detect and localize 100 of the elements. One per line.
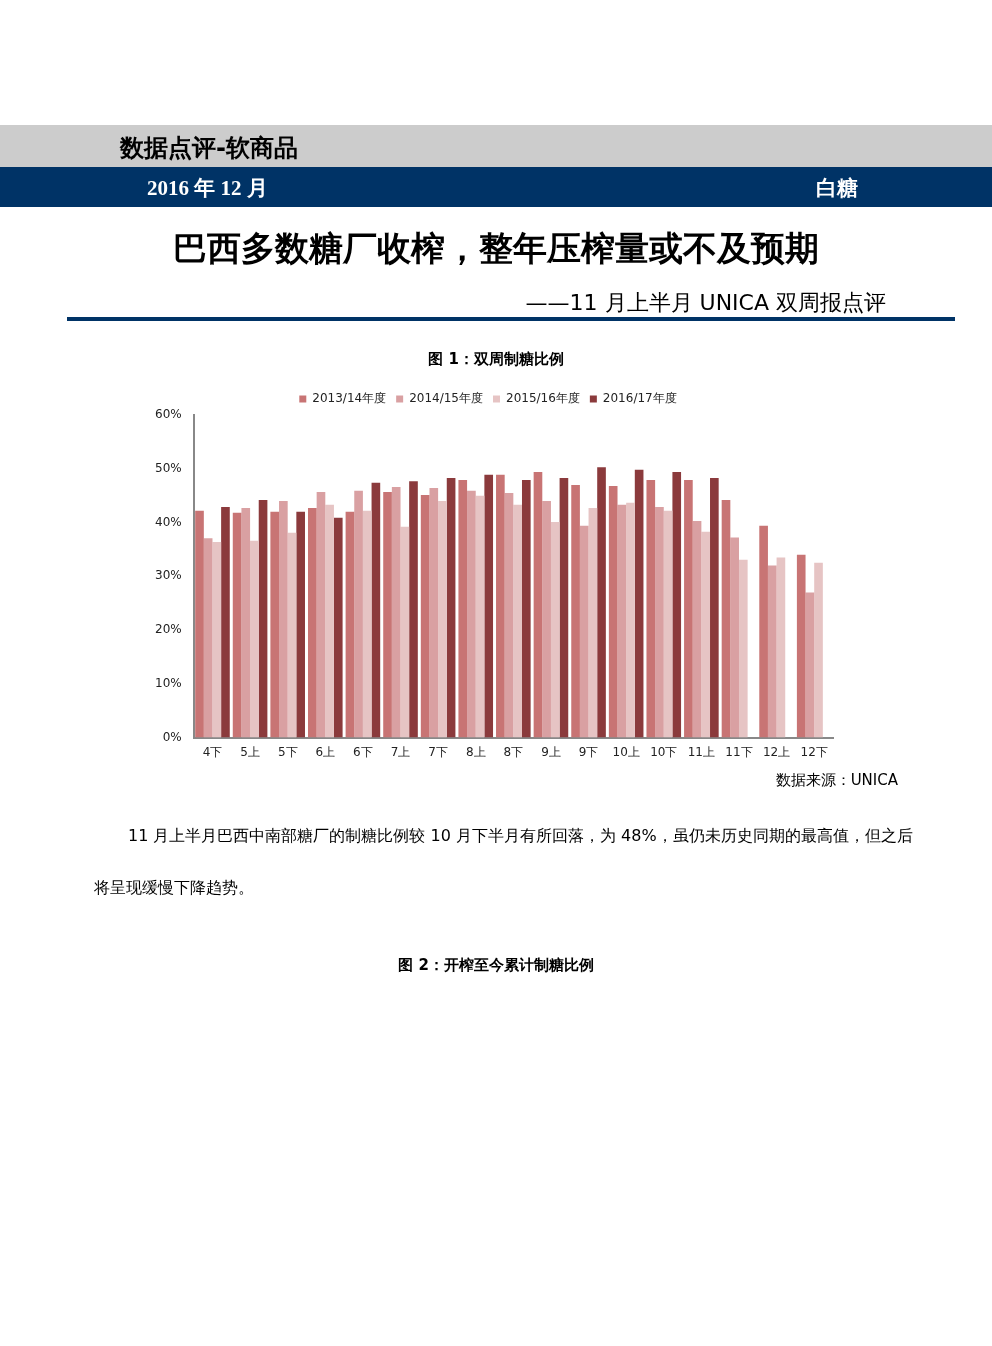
legend-label: 2014/15年度: [409, 391, 484, 406]
x-tick-label: 12下: [800, 744, 828, 759]
bar: [279, 501, 288, 738]
bar: [571, 484, 580, 738]
y-tick-label: 20%: [155, 622, 182, 637]
x-tick-label: 4下: [202, 744, 223, 759]
bar: [429, 488, 439, 738]
bar: [767, 565, 777, 738]
bar: [484, 474, 494, 738]
bar: [258, 499, 268, 738]
bar: [467, 490, 476, 738]
bar: [446, 477, 456, 738]
bar: [721, 499, 731, 738]
bar: [241, 508, 251, 738]
bar: [333, 517, 343, 738]
bar: [597, 467, 606, 738]
bar: [626, 502, 635, 738]
bar: [232, 512, 242, 738]
bar: [655, 506, 664, 738]
legend-label: 2013/14年度: [312, 391, 387, 406]
x-tick-label: 6上: [315, 744, 336, 759]
y-tick-label: 30%: [155, 568, 182, 583]
text: 2016 年 12 月: [147, 175, 268, 202]
bar: [400, 526, 410, 738]
x-tick-label: 11下: [725, 744, 753, 759]
x-tick-label: 5下: [277, 744, 298, 759]
bar: [475, 495, 485, 738]
bar: [296, 511, 305, 738]
text: 11 月上半月巴西中南部糖厂的制糖比例较 10 月下半月有所回落，为 48%，虽仍未历史同期的最高值，但之后将呈现缓慢下降趋势。: [94, 826, 913, 897]
x-tick-label: 7上: [390, 744, 411, 759]
x-tick-label: 10上: [612, 744, 640, 759]
bar: [608, 485, 618, 738]
bar: [805, 592, 815, 738]
bar: [796, 554, 806, 738]
x-tick-label: 11上: [687, 744, 716, 759]
x-tick-label: 9下: [578, 744, 599, 759]
bar: [250, 540, 259, 738]
bar: [776, 557, 786, 738]
x-tick-label: 7下: [428, 744, 448, 759]
y-tick-label: 60%: [155, 407, 182, 422]
bar: [391, 487, 401, 738]
y-tick-label: 0%: [162, 729, 182, 744]
bar: [701, 531, 711, 738]
bar: [504, 492, 514, 738]
bar: [270, 511, 280, 738]
bar: [354, 490, 363, 738]
x-tick-label: 12上: [762, 744, 791, 759]
bar: [617, 504, 627, 738]
y-tick-label: 10%: [155, 675, 182, 690]
bar: [287, 532, 297, 738]
bar: [692, 520, 702, 738]
bar: [730, 537, 739, 738]
bar: [513, 504, 522, 738]
bar: [646, 480, 656, 738]
caption: 图 2：开榨至今累计制糖比例: [397, 956, 595, 975]
bar: [759, 525, 768, 738]
bar: [684, 480, 693, 738]
x-tick-label: 8下: [503, 744, 524, 759]
legend-label: 2016/17年度: [602, 391, 677, 406]
bar: [221, 506, 230, 738]
bar: [588, 508, 598, 738]
source-note: 数据来源：UNICA: [775, 771, 898, 790]
bar: [371, 482, 381, 738]
bar: [203, 538, 213, 738]
bar: [663, 510, 673, 738]
bar: [438, 501, 447, 738]
text: 巴西多数糖厂收榨，整年压榨量或不及预期: [172, 227, 820, 270]
x-tick-label: 6下: [353, 744, 373, 759]
bar: [559, 477, 569, 738]
bar: [814, 562, 823, 738]
bar: [420, 495, 430, 738]
bar: [710, 477, 719, 738]
text: 白糖: [816, 175, 858, 202]
bar: [325, 504, 334, 738]
bar: [409, 481, 418, 738]
bar: [496, 474, 505, 738]
y-tick-label: 40%: [155, 514, 182, 529]
text: ——11 月上半月 UNICA 双周报点评: [525, 289, 886, 317]
bar: [738, 559, 748, 738]
legend-label: 2015/16年度: [506, 391, 580, 406]
bar: [672, 471, 682, 738]
x-tick-label: 9上: [541, 744, 561, 759]
bar: [458, 480, 468, 738]
bar: [579, 525, 589, 738]
x-tick-label: 5上: [240, 744, 260, 759]
bar: [542, 501, 551, 738]
bar: [550, 522, 560, 738]
bar: [345, 511, 355, 738]
bar: [383, 491, 392, 738]
bar: [521, 480, 531, 738]
x-tick-label: 8上: [465, 744, 486, 759]
bar: [195, 510, 204, 738]
bar: [308, 508, 317, 738]
bar: [316, 491, 326, 738]
chart-title: 图 1：双周制糖比例: [427, 350, 565, 369]
bar: [533, 471, 543, 738]
bar: [212, 541, 222, 738]
x-tick-label: 10下: [650, 744, 678, 759]
bar: [362, 510, 372, 738]
y-tick-label: 50%: [155, 460, 182, 475]
